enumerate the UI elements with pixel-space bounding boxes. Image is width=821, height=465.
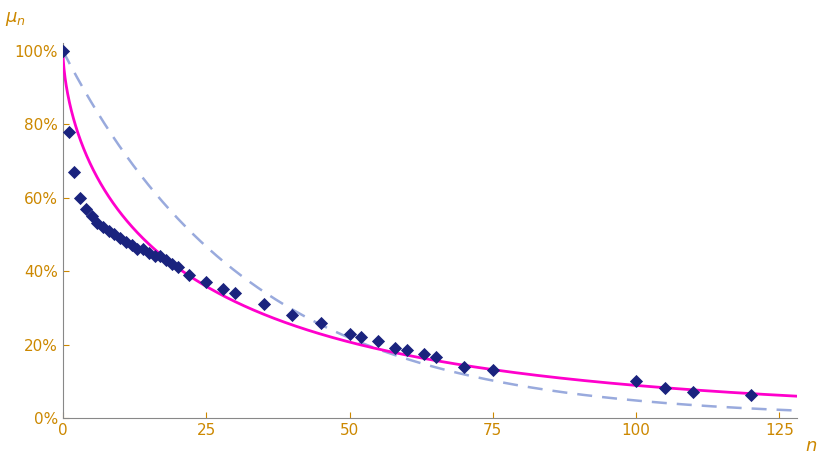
Point [165, 260, 178, 267]
Point [148, 252, 161, 260]
Point [217, 286, 230, 293]
Point [62, 128, 76, 135]
Text: $\mu_n$: $\mu_n$ [5, 10, 25, 28]
Point [630, 378, 643, 385]
Point [154, 252, 167, 260]
Point [119, 238, 132, 246]
Point [57, 47, 70, 54]
Point [182, 271, 195, 279]
Point [131, 246, 144, 253]
Point [286, 312, 299, 319]
Point [658, 384, 672, 392]
Point [85, 213, 99, 220]
Point [102, 227, 115, 234]
Point [486, 366, 499, 374]
Point [457, 363, 470, 370]
Point [200, 279, 213, 286]
Point [389, 345, 402, 352]
Point [429, 354, 442, 361]
Point [113, 234, 126, 242]
Point [372, 337, 385, 345]
Point [68, 168, 81, 176]
X-axis label: n: n [805, 437, 817, 455]
Point [314, 319, 328, 326]
Point [159, 256, 172, 264]
Point [108, 231, 121, 238]
Point [257, 300, 270, 308]
Point [136, 246, 149, 253]
Point [171, 264, 184, 271]
Point [687, 388, 700, 395]
Point [417, 350, 430, 358]
Point [74, 194, 87, 201]
Point [142, 249, 155, 257]
Point [80, 205, 93, 213]
Point [96, 223, 109, 231]
Point [401, 346, 414, 354]
Point [343, 330, 356, 337]
Point [90, 219, 103, 227]
Point [228, 289, 241, 297]
Point [125, 242, 138, 249]
Point [355, 333, 368, 341]
Point [744, 392, 757, 399]
